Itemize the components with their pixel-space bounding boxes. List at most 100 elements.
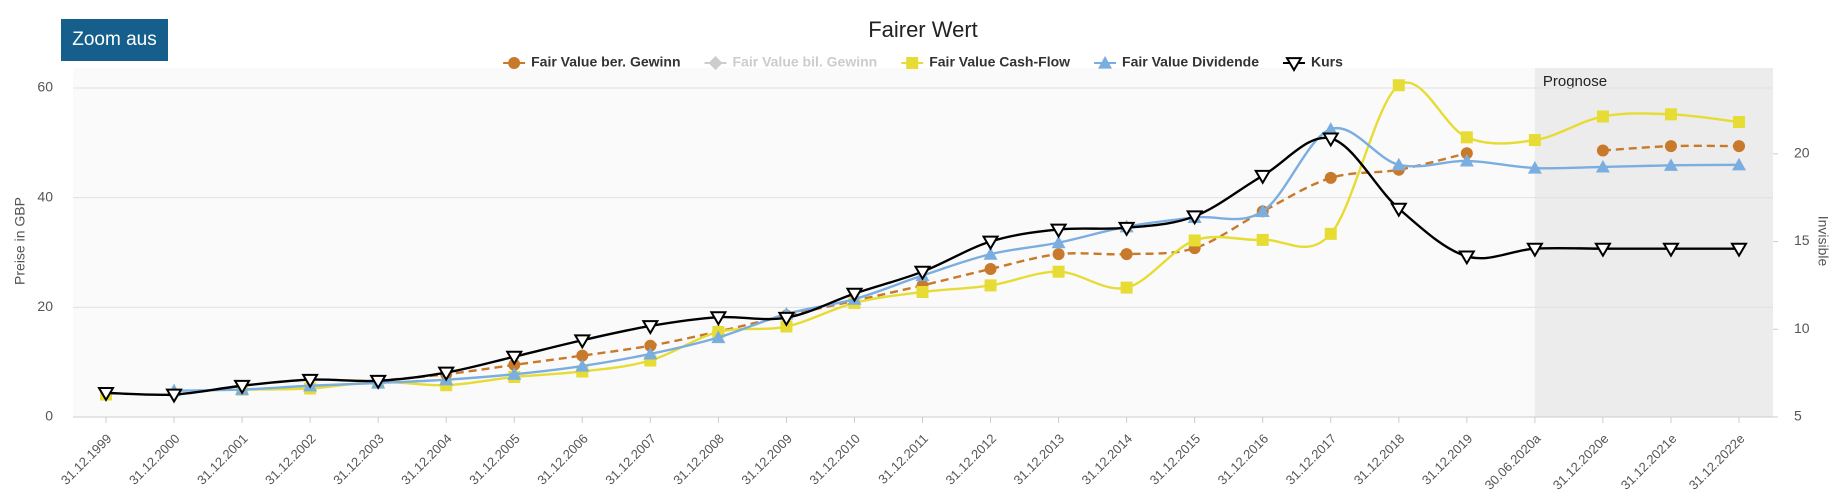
marker <box>1188 234 1201 247</box>
marker <box>1460 147 1473 160</box>
marker <box>507 367 522 380</box>
x-tick-label: 31.12.2014 <box>1079 431 1136 488</box>
x-tick-label: 31.12.2019 <box>1419 431 1476 488</box>
legend-label[interactable]: Fair Value ber. Gewinn <box>531 54 680 70</box>
button-bg[interactable] <box>61 19 168 61</box>
x-tick-label: 31.12.2022e <box>1686 431 1748 493</box>
marker <box>1733 140 1745 153</box>
marker <box>1596 144 1609 157</box>
x-tick-label: 31.12.2002 <box>262 431 319 488</box>
marker <box>573 334 592 350</box>
forecast-label: Prognose <box>1543 73 1607 90</box>
marker <box>1458 250 1476 266</box>
series <box>97 132 1748 404</box>
x-tick-label: 31.12.2009 <box>738 431 795 488</box>
y2-tick-label: 10 <box>1794 320 1810 336</box>
legend-label[interactable]: Fair Value Dividende <box>1122 54 1259 70</box>
x-tick-label: 31.12.2008 <box>670 431 727 488</box>
legend-label[interactable]: Fair Value bil. Gewinn <box>733 54 878 70</box>
x-tick-label: 31.12.2015 <box>1147 431 1204 488</box>
x-tick-label: 31.12.2003 <box>330 431 387 488</box>
marker <box>916 285 929 298</box>
marker <box>1596 110 1609 123</box>
marker <box>97 386 115 402</box>
marker <box>1185 210 1204 226</box>
marker <box>1052 248 1065 261</box>
marker <box>1664 140 1677 153</box>
marker <box>913 265 932 281</box>
marker <box>1098 56 1113 69</box>
x-tick-label: 31.12.2000 <box>126 431 183 488</box>
legend-label[interactable]: Kurs <box>1311 54 1343 70</box>
marker <box>505 350 523 366</box>
x-tick-label: 31.12.1999 <box>58 431 115 488</box>
plot-background <box>73 68 1773 417</box>
marker <box>984 262 997 275</box>
marker <box>845 287 864 303</box>
y-tick-label: 0 <box>45 408 53 424</box>
chart-title: Fairer Wert <box>868 17 978 42</box>
x-tick-label: 31.12.2010 <box>806 431 863 488</box>
marker <box>1664 108 1677 121</box>
y2-tick-label: 15 <box>1794 232 1810 248</box>
x-tick-label: 31.12.2020e <box>1550 431 1612 493</box>
marker <box>1256 233 1269 246</box>
x-tick-label: 31.12.2005 <box>466 431 523 488</box>
marker <box>1663 158 1678 171</box>
x-tick-label: 31.12.2007 <box>602 431 659 488</box>
legend-item[interactable]: Fair Value Cash-Flow <box>901 54 1070 70</box>
x-tick-label: 31.12.2011 <box>875 431 931 487</box>
series-line <box>242 81 1740 391</box>
marker <box>777 311 796 327</box>
marker <box>709 311 728 327</box>
marker <box>369 374 387 390</box>
legend-item[interactable]: Fair Value bil. Gewinn <box>704 54 878 70</box>
marker <box>643 346 658 360</box>
x-tick-label: 31.12.2021e <box>1618 431 1680 493</box>
marker <box>1662 242 1680 258</box>
marker <box>644 339 657 352</box>
y-axis-title: Preise in GBP <box>12 197 28 285</box>
x-tick-label: 31.12.2004 <box>398 431 455 488</box>
x-tick-label: 31.12.2001 <box>194 431 251 488</box>
marker <box>1253 169 1272 185</box>
x-tick-label: 31.12.2016 <box>1215 431 1272 488</box>
legend-item[interactable]: Kurs <box>1282 54 1343 72</box>
marker <box>1052 265 1065 278</box>
marker <box>1526 242 1544 258</box>
marker <box>1323 122 1338 135</box>
marker <box>1527 161 1542 174</box>
y-tick-label: 40 <box>37 188 53 204</box>
x-tick-label: 31.12.2018 <box>1351 431 1408 488</box>
y-tick-label: 20 <box>37 298 53 314</box>
y2-axis-title: Invisible <box>1815 216 1831 267</box>
marker <box>1730 242 1748 258</box>
legend: Fair Value ber. Gewinn Fair Value bil. Ge… <box>503 54 1343 72</box>
marker <box>1117 221 1136 237</box>
legend-item[interactable]: Fair Value Dividende <box>1094 54 1259 70</box>
marker <box>508 57 521 69</box>
x-tick-label: 31.12.2017 <box>1283 431 1340 488</box>
marker <box>1120 281 1133 294</box>
marker <box>1528 134 1541 147</box>
marker <box>983 247 998 260</box>
marker <box>708 56 723 70</box>
x-tick-label: 31.12.2013 <box>1011 431 1068 488</box>
marker <box>301 373 319 389</box>
button-label[interactable]: Zoom aus <box>72 29 156 50</box>
marker <box>575 359 590 372</box>
marker <box>981 235 1000 251</box>
legend-item[interactable]: Fair Value ber. Gewinn <box>503 54 681 70</box>
marker <box>1733 115 1745 128</box>
marker <box>576 349 589 362</box>
marker <box>1595 159 1610 173</box>
marker <box>437 366 455 382</box>
marker <box>1255 204 1270 217</box>
zoom-button[interactable]: Zoom aus <box>61 19 168 61</box>
marker <box>1285 57 1303 72</box>
marker <box>1049 223 1068 239</box>
marker <box>165 388 183 404</box>
legend-label[interactable]: Fair Value Cash-Flow <box>929 54 1070 70</box>
marker <box>1594 242 1612 258</box>
